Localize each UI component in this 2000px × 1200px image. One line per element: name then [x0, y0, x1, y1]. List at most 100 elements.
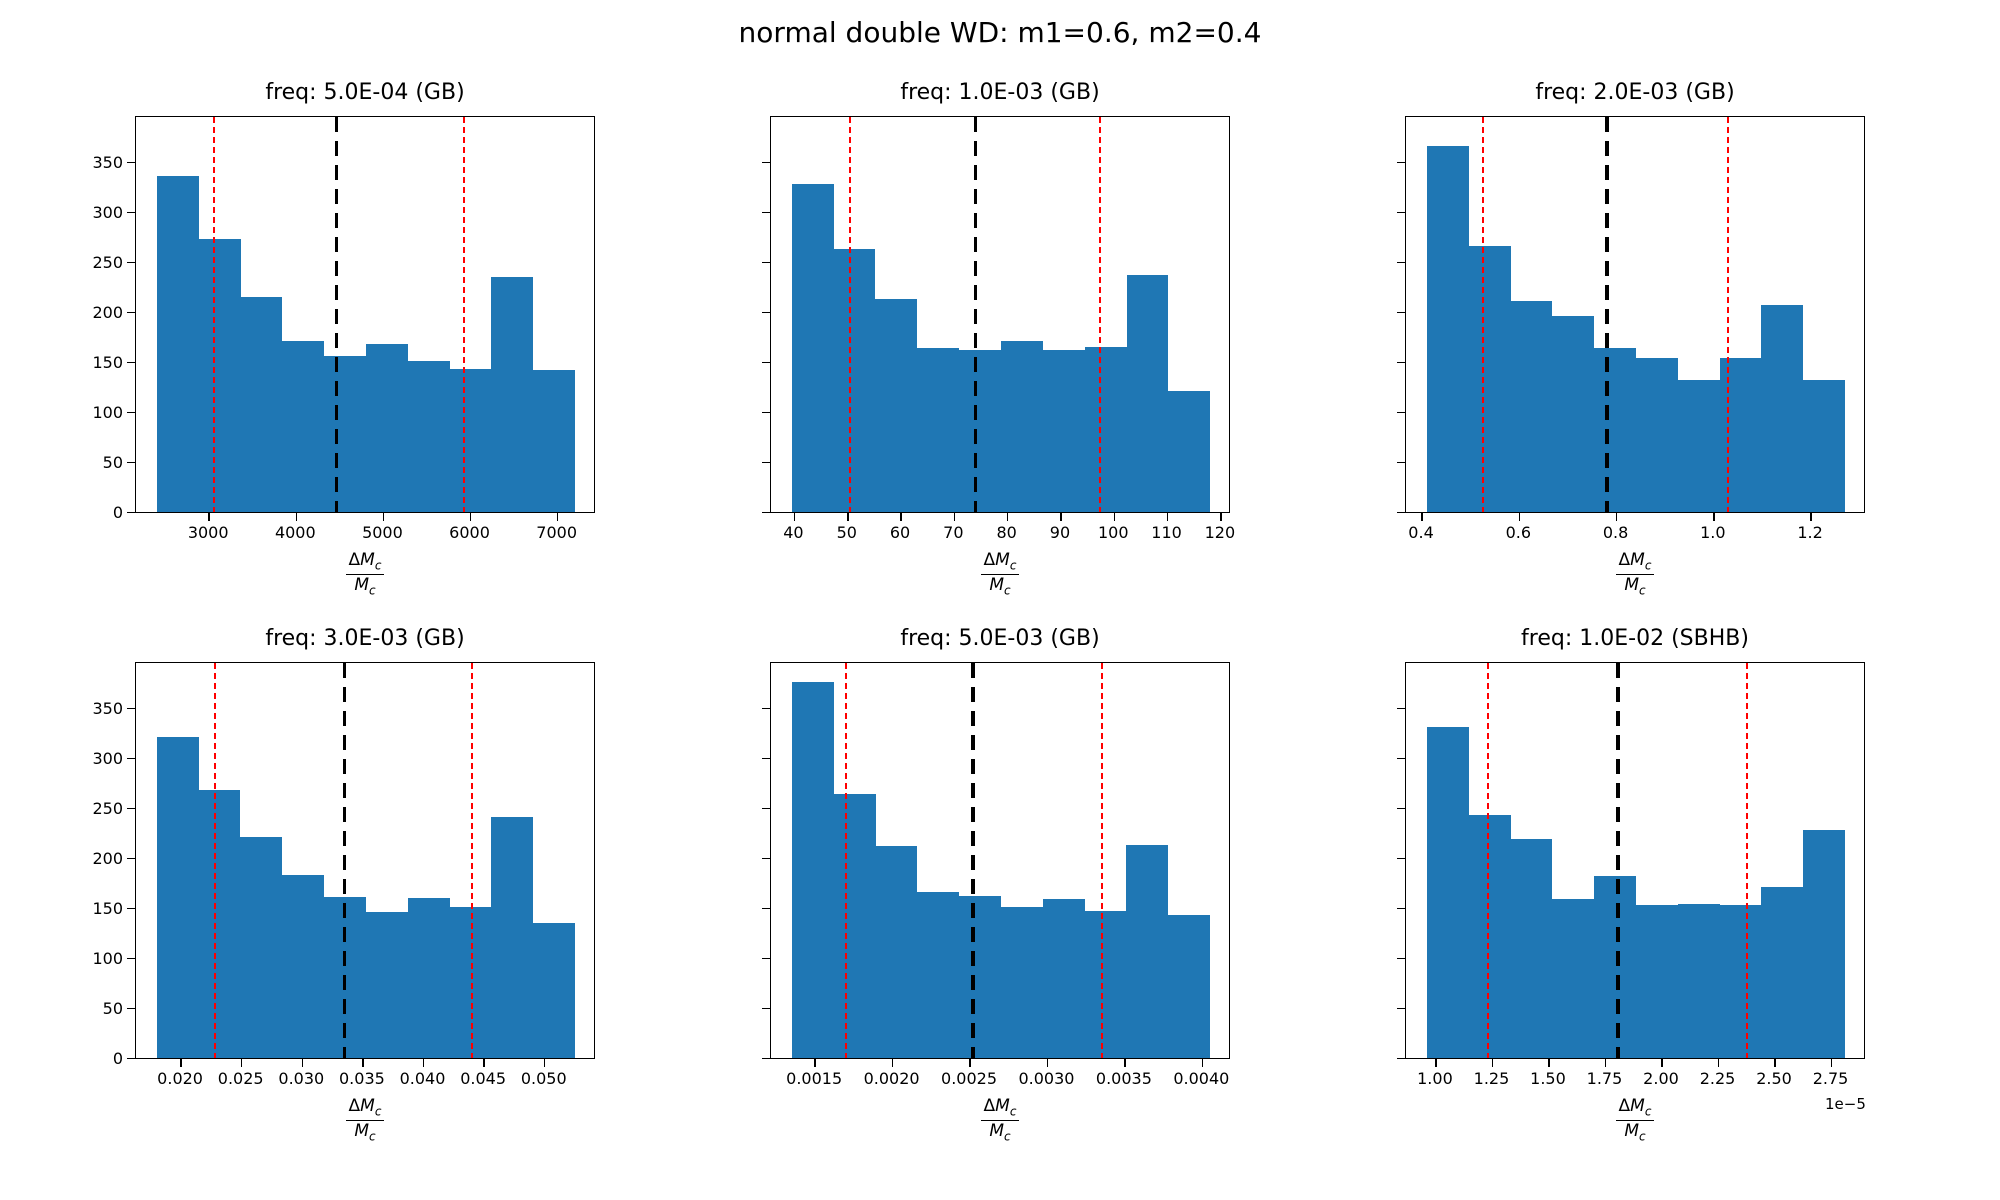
- axis-offset-text: 1e−5: [1825, 1095, 1866, 1113]
- x-tick-label: 0.040: [399, 1069, 446, 1088]
- histogram-bar: [1636, 904, 1678, 1058]
- x-tick-label: 80: [996, 523, 1017, 542]
- y-tick-mark: [762, 1007, 770, 1009]
- x-tick-label: 1.00: [1417, 1069, 1453, 1088]
- x-tick-label: 0.030: [278, 1069, 325, 1088]
- histogram-bar: [1761, 886, 1804, 1058]
- y-tick-mark: [762, 857, 770, 859]
- x-tick-label: 0.0030: [1018, 1069, 1075, 1088]
- histogram-bar: [324, 355, 366, 512]
- y-tick-mark: [1397, 807, 1405, 809]
- y-tick-label: 250: [92, 253, 123, 272]
- x-tick-mark: [891, 1059, 894, 1067]
- x-tick-mark: [483, 1059, 485, 1067]
- histogram-bar: [366, 343, 408, 512]
- x-tick-label: 0.035: [339, 1069, 385, 1088]
- subplot-title: freq: 1.0E-03 (GB): [900, 80, 1100, 105]
- delta-mc-over-mc-label: ΔMc Mc: [345, 550, 385, 598]
- x-tick-label: 2.75: [1812, 1069, 1849, 1088]
- x-tick-label: 110: [1151, 523, 1182, 542]
- y-tick-label: 0: [112, 1049, 123, 1068]
- x-axis-label: ΔMc Mc: [1405, 1096, 1865, 1144]
- x-tick-mark: [1661, 1059, 1663, 1067]
- x-axis-label: ΔMc Mc: [770, 1096, 1230, 1144]
- histogram-bar: [1552, 898, 1595, 1058]
- histogram-bar: [1084, 346, 1127, 512]
- median-line-black: [973, 117, 978, 512]
- histogram-bar: [917, 347, 960, 512]
- histogram-bar: [282, 340, 325, 512]
- y-tick-mark: [127, 261, 135, 263]
- histogram-bar: [1677, 903, 1720, 1058]
- x-tick-mark: [1166, 513, 1169, 521]
- y-tick-mark: [762, 261, 770, 263]
- histogram-bar: [1426, 726, 1469, 1058]
- histogram-bar: [791, 183, 834, 512]
- x-tick-mark: [847, 513, 849, 521]
- x-tick-label: 2.50: [1756, 1069, 1792, 1088]
- x-tick-mark: [1615, 513, 1618, 521]
- y-tick-label: 150: [92, 353, 123, 372]
- x-tick-label: 40: [783, 523, 804, 542]
- subplot-title: freq: 5.0E-04 (GB): [265, 80, 465, 105]
- y-tick-label: 0: [112, 503, 123, 522]
- histogram-bar: [1510, 839, 1553, 1058]
- histogram-bar: [875, 299, 918, 512]
- histogram-bar: [791, 681, 834, 1058]
- x-tick-label: 120: [1204, 523, 1236, 542]
- x-tick-label: 70: [943, 523, 964, 542]
- y-tick-label: 150: [92, 899, 123, 918]
- x-tick-mark: [208, 513, 210, 521]
- histogram-bar: [875, 846, 918, 1058]
- y-tick-mark: [1397, 211, 1405, 213]
- percentile-line-red: [1481, 117, 1484, 512]
- histogram-bar: [1042, 349, 1085, 512]
- y-tick-mark: [762, 511, 770, 513]
- x-tick-mark: [1113, 513, 1116, 521]
- x-tick-mark: [1774, 1059, 1776, 1067]
- x-tick-label: 1.0: [1700, 523, 1726, 542]
- histogram-bar: [449, 368, 492, 512]
- y-tick-mark: [127, 411, 135, 413]
- percentile-line-red: [214, 663, 217, 1058]
- y-tick-label: 50: [102, 999, 123, 1018]
- y-tick-label: 100: [92, 949, 123, 968]
- y-tick-mark: [1397, 957, 1405, 959]
- histogram-bar: [491, 817, 534, 1058]
- percentile-line-red: [848, 117, 851, 512]
- y-tick-label: 350: [92, 699, 123, 718]
- median-line-black: [971, 663, 975, 1058]
- histogram-bar: [491, 277, 534, 512]
- y-tick-mark: [1397, 757, 1405, 759]
- percentile-line-red: [845, 663, 848, 1058]
- x-tick-mark: [1604, 1059, 1607, 1067]
- x-tick-mark: [953, 513, 956, 521]
- x-tick-mark: [422, 1059, 425, 1067]
- y-tick-mark: [127, 807, 135, 809]
- y-tick-mark: [127, 707, 135, 709]
- x-tick-label: 0.4: [1408, 523, 1434, 542]
- y-tick-mark: [127, 161, 135, 163]
- x-tick-mark: [556, 513, 559, 521]
- histogram-bar: [1594, 875, 1636, 1058]
- histogram-bar: [1468, 246, 1511, 512]
- y-tick-mark: [1397, 261, 1405, 263]
- x-tick-label: 0.0020: [863, 1069, 920, 1088]
- y-tick-mark: [1397, 857, 1405, 859]
- x-tick-mark: [240, 1059, 243, 1067]
- y-tick-mark: [1397, 311, 1405, 313]
- histogram-bar: [1001, 340, 1043, 512]
- histogram-bar: [959, 895, 1001, 1058]
- x-tick-mark: [969, 1059, 971, 1067]
- histogram-bar: [1426, 145, 1469, 512]
- y-tick-mark: [1397, 461, 1405, 463]
- x-tick-label: 0.050: [520, 1069, 567, 1088]
- x-tick-label: 1.50: [1530, 1069, 1566, 1088]
- y-tick-mark: [762, 361, 770, 363]
- histogram-bar: [1468, 815, 1511, 1058]
- histogram-bar: [1042, 898, 1085, 1058]
- subplot-title: freq: 5.0E-03 (GB): [900, 626, 1100, 651]
- x-tick-label: 0.0025: [941, 1069, 997, 1088]
- y-tick-mark: [762, 311, 770, 313]
- percentile-line-red: [1100, 663, 1103, 1058]
